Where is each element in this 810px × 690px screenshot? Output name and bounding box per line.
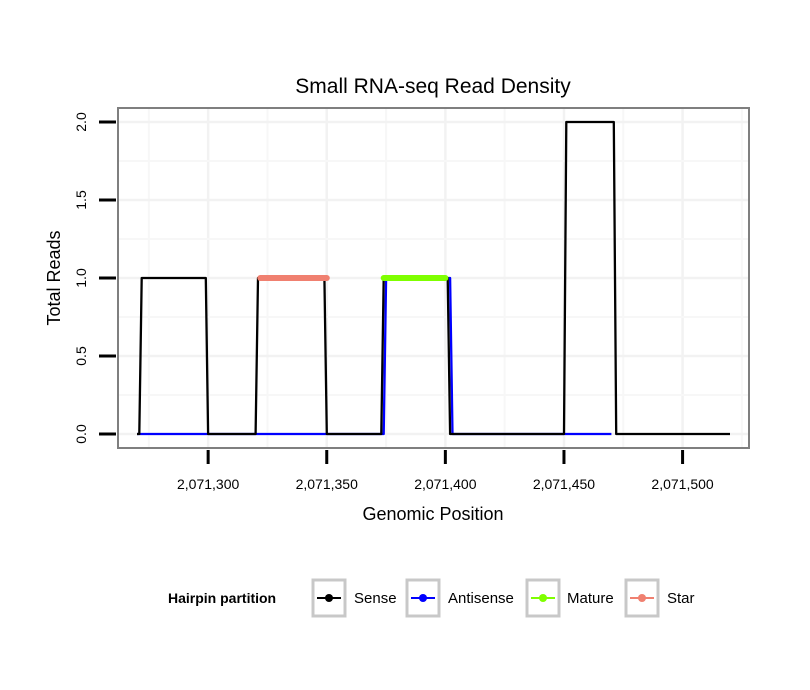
x-tick-label: 2,071,450 (533, 476, 595, 492)
series-layer (137, 120, 730, 436)
x-tick-label: 2,071,400 (414, 476, 476, 492)
legend-key-star (624, 578, 660, 618)
y-tick-label: 1.0 (73, 268, 89, 288)
legend-key-dot (638, 594, 646, 602)
y-tick-label: 0.5 (73, 346, 89, 366)
chart-title: Small RNA-seq Read Density (295, 75, 571, 98)
y-axis-label: Total Reads (44, 230, 64, 325)
y-tick-label: 2.0 (73, 112, 89, 132)
legend-label-antisense: Antisense (448, 590, 514, 607)
x-axis-label: Genomic Position (362, 504, 503, 524)
y-tick-label: 1.5 (73, 190, 89, 210)
series-sense (137, 120, 730, 436)
legend-key-dot (419, 594, 427, 602)
x-tick-label: 2,071,300 (177, 476, 239, 492)
legend-key-dot (325, 594, 333, 602)
x-tick-label: 2,071,500 (651, 476, 713, 492)
axes-layer: 2,071,300 2,071,350 2,071,400 2,071,450 2,07… (73, 112, 714, 492)
legend-label-star: Star (667, 590, 695, 607)
legend-key-antisense (405, 578, 441, 618)
legend-key-mature (525, 578, 561, 618)
legend-label-mature: Mature (567, 590, 614, 607)
legend-label-sense: Sense (354, 590, 397, 607)
y-tick-label: 0.0 (73, 424, 89, 444)
legend-title: Hairpin partition (168, 590, 276, 606)
legend-key-dot (539, 594, 547, 602)
legend: Hairpin partition Sense Antisense Mature St… (168, 578, 695, 618)
legend-key-sense (311, 578, 347, 618)
x-tick-label: 2,071,350 (296, 476, 358, 492)
